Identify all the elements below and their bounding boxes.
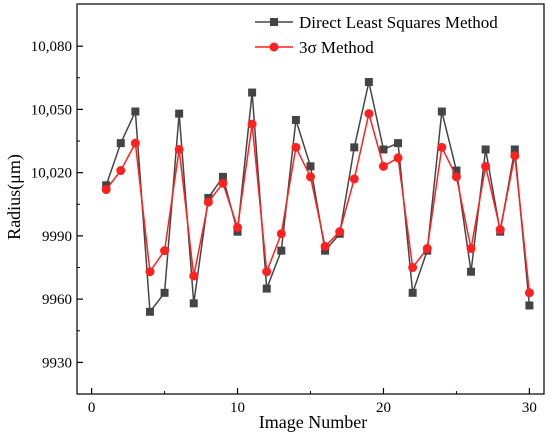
y-tick-label: 10,050 bbox=[31, 102, 72, 118]
data-point-square bbox=[145, 307, 154, 316]
plot-frame bbox=[76, 3, 545, 395]
legend-entry-2: 3σ Method bbox=[255, 38, 374, 57]
y-tick-label: 9960 bbox=[42, 292, 72, 308]
legend-entry-1: Direct Least Squares Method bbox=[255, 13, 498, 32]
data-point-circle bbox=[189, 271, 199, 281]
legend-label: Direct Least Squares Method bbox=[299, 13, 498, 32]
data-point-circle bbox=[481, 161, 491, 171]
data-point-circle bbox=[160, 246, 170, 256]
legend-marker-circle bbox=[269, 42, 279, 52]
data-point-square bbox=[116, 139, 125, 148]
data-point-circle bbox=[145, 267, 155, 277]
data-point-square bbox=[437, 107, 446, 116]
data-point-square bbox=[277, 246, 286, 255]
data-point-circle bbox=[130, 138, 140, 148]
y-axis-label: Radius(μm) bbox=[4, 154, 25, 240]
data-point-circle bbox=[408, 263, 418, 273]
data-point-circle bbox=[393, 153, 403, 163]
data-point-circle bbox=[349, 174, 359, 184]
x-tick-label: 10 bbox=[230, 400, 245, 416]
x-tick-label: 0 bbox=[88, 400, 96, 416]
axes: 9930 9960 9990 10,020 10,050 10,080 0 10 20 30 bbox=[31, 3, 545, 416]
data-point-square bbox=[131, 107, 140, 116]
data-point-circle bbox=[262, 267, 272, 277]
data-point-circle bbox=[378, 161, 388, 171]
data-point-circle bbox=[451, 172, 461, 182]
data-point-square bbox=[306, 162, 315, 171]
data-point-circle bbox=[320, 241, 330, 251]
data-point-square bbox=[248, 88, 257, 97]
legend: Direct Least Squares Method 3σ Method bbox=[255, 13, 498, 57]
data-point-square bbox=[218, 172, 227, 181]
data-point-circle bbox=[422, 244, 432, 254]
data-point-square bbox=[481, 145, 490, 154]
data-point-square bbox=[408, 288, 417, 297]
data-point-circle bbox=[247, 119, 257, 129]
data-point-square bbox=[160, 288, 169, 297]
series-2 bbox=[101, 109, 534, 298]
data-point-circle bbox=[364, 109, 374, 119]
data-point-square bbox=[350, 143, 359, 152]
data-point-square bbox=[510, 145, 519, 154]
y-tick-label: 10,020 bbox=[31, 166, 72, 182]
data-point-circle bbox=[510, 151, 520, 161]
y-tick-label: 9990 bbox=[42, 229, 72, 245]
y-tick-label: 10,080 bbox=[31, 39, 72, 55]
data-point-circle bbox=[218, 178, 228, 188]
data-point-circle bbox=[174, 144, 184, 154]
x-axis-label: Image Number bbox=[259, 412, 367, 432]
data-point-circle bbox=[335, 227, 345, 237]
legend-marker-square bbox=[270, 18, 278, 26]
data-point-square bbox=[291, 115, 300, 124]
data-point-circle bbox=[101, 185, 111, 195]
data-point-circle bbox=[466, 244, 476, 254]
series-1 bbox=[102, 78, 534, 316]
data-point-circle bbox=[495, 225, 505, 235]
x-tick-label: 20 bbox=[376, 400, 391, 416]
data-point-square bbox=[525, 301, 534, 310]
y-tick-label: 9930 bbox=[42, 355, 72, 371]
data-point-square bbox=[379, 145, 388, 154]
data-point-circle bbox=[291, 142, 301, 152]
data-point-square bbox=[175, 109, 184, 118]
data-point-square bbox=[189, 299, 198, 308]
data-point-square bbox=[262, 284, 271, 293]
data-point-circle bbox=[116, 166, 126, 176]
data-point-square bbox=[364, 78, 373, 86]
data-point-circle bbox=[524, 288, 534, 298]
data-point-circle bbox=[276, 229, 286, 239]
legend-label: 3σ Method bbox=[299, 38, 374, 57]
data-point-circle bbox=[233, 222, 243, 232]
data-point-circle bbox=[203, 197, 213, 207]
data-point-square bbox=[467, 267, 476, 276]
series-layer bbox=[101, 78, 534, 316]
x-tick-label: 30 bbox=[522, 400, 537, 416]
series-line bbox=[105, 81, 531, 314]
data-point-circle bbox=[306, 172, 315, 182]
data-point-square bbox=[394, 139, 403, 148]
series-line bbox=[105, 113, 531, 293]
data-point-square bbox=[452, 166, 461, 175]
data-point-circle bbox=[437, 142, 447, 152]
